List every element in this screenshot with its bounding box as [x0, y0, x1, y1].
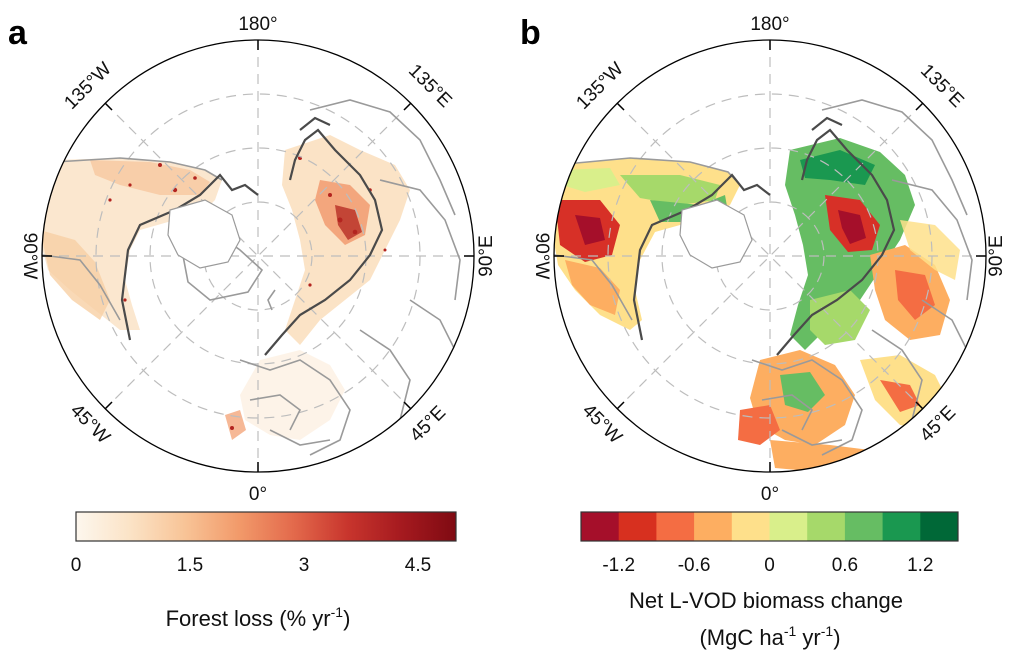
colorbar-b-swatch — [882, 512, 921, 541]
panel-b: b — [520, 14, 1007, 650]
colorbar-b-swatch — [656, 512, 695, 541]
forest-loss-layer — [42, 135, 410, 440]
colorbar-a-title-main: Forest loss (% yr — [166, 606, 331, 631]
greenland-a — [167, 199, 241, 269]
lon-label-90e-a: 90°E — [476, 235, 497, 276]
colorbar-a-title-sup: -1 — [331, 604, 344, 620]
colorbar-b-swatch — [581, 512, 620, 541]
boreal-boundary-b — [632, 116, 896, 356]
lon-label-45e-a: 45°E — [406, 402, 450, 446]
colorbar-b-unit-a: (MgC ha — [699, 625, 784, 650]
lon-label-90w-a: 90°W — [19, 233, 40, 280]
colorbar-tick-label: 1.5 — [177, 555, 203, 576]
greenland-b — [679, 199, 753, 269]
frame-ticks-b — [554, 40, 986, 472]
borders-a — [42, 99, 461, 456]
lon-label-180-a: 180° — [238, 14, 277, 35]
colorbar-tick-label: 0 — [71, 555, 82, 576]
panel-letter-a: a — [8, 14, 28, 52]
colorbar-a-gradient — [76, 512, 456, 541]
colorbar-tick-label: 1.2 — [907, 555, 933, 576]
colorbar-a-ticks: 0 1.5 3 4.5 — [71, 555, 432, 576]
panel-a: a — [8, 14, 497, 631]
colorbar-frame — [75, 511, 457, 542]
colorbar-b-title-line1: Net L-VOD biomass change — [629, 588, 903, 613]
panel-letter-b: b — [520, 14, 541, 52]
colorbar-a-title: Forest loss (% yr-1) — [166, 604, 351, 631]
colorbar-b-unit-c: ) — [833, 625, 840, 650]
colorbar-b-unit-b: yr — [796, 625, 820, 650]
lon-label-90w-b: 90°W — [531, 233, 552, 280]
frame-ticks-a — [42, 40, 474, 472]
graticule-a — [42, 40, 474, 472]
lon-label-0-b: 0° — [761, 484, 779, 505]
colorbar-b-swatch — [769, 512, 808, 541]
colorbar-b-ticks: -1.2 -0.6 0 0.6 1.2 — [602, 555, 933, 576]
colorbar-b-swatch — [618, 512, 657, 541]
colorbar-b-swatch — [920, 512, 959, 541]
colorbar-frame — [580, 511, 959, 542]
colorbar-b-title-line2: (MgC ha-1 yr-1) — [699, 623, 840, 650]
colorbar-a-title-end: ) — [343, 606, 350, 631]
colorbar-tick-label: 4.5 — [405, 555, 431, 576]
map-a-content — [42, 40, 474, 472]
colorbar-b — [580, 511, 959, 542]
colorbar-tick-label: 0 — [764, 555, 775, 576]
colorbar-b-swatch — [844, 512, 884, 541]
lon-label-180-b: 180° — [750, 14, 789, 35]
lon-label-90e-b: 90°E — [986, 235, 1007, 276]
colorbar-tick-label: -1.2 — [602, 555, 635, 576]
colorbar-b-unit-sup1: -1 — [784, 623, 797, 639]
colorbar-tick-label: 0.6 — [832, 555, 858, 576]
lon-label-0-a: 0° — [249, 484, 267, 505]
boreal-boundary-a — [120, 116, 384, 356]
biomass-change-layer — [554, 138, 960, 472]
colorbar-b-swatch — [807, 512, 846, 541]
map-b-content — [554, 40, 986, 472]
graticule-b — [554, 40, 986, 472]
colorbar-b-unit-sup2: -1 — [821, 623, 834, 639]
colorbar-tick-label: -0.6 — [678, 555, 711, 576]
colorbar-b-swatch — [731, 512, 770, 541]
colorbar-b-swatch — [694, 512, 733, 541]
colorbar-tick-label: 3 — [299, 555, 310, 576]
colorbar-a — [75, 511, 457, 542]
